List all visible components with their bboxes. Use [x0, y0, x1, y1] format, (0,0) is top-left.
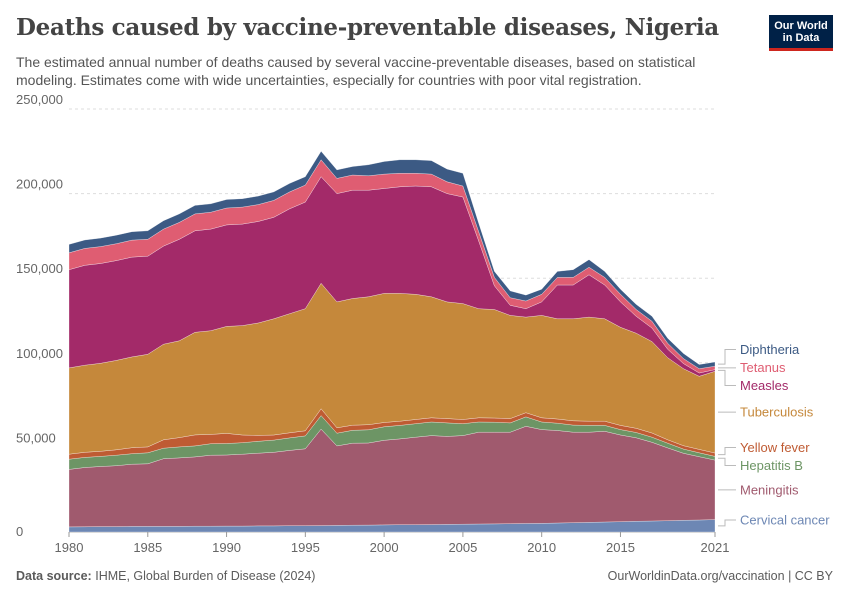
- logo-line-1: Our World: [774, 20, 828, 32]
- x-tick-label: 2015: [606, 540, 635, 555]
- x-tick-label: 1980: [55, 540, 84, 555]
- area-diphtheria[interactable]: [68, 151, 716, 369]
- legend-label-tuberculosis[interactable]: Tuberculosis: [740, 405, 814, 420]
- y-tick-label: 100,000: [16, 346, 63, 361]
- x-tick-label: 1990: [212, 540, 241, 555]
- y-axis-ticks: 0 50,000 100,000 150,000 200,000 250,000: [16, 92, 63, 539]
- x-tick-label: 2000: [370, 540, 399, 555]
- chart-subtitle: The estimated annual number of deaths ca…: [16, 54, 696, 88]
- legend[interactable]: Diphtheria Tetanus Measles Tuberculosis Yell…: [718, 342, 830, 528]
- legend-leader-line: [718, 348, 736, 365]
- x-tick-label: 1985: [133, 540, 162, 555]
- legend-label-tetanus[interactable]: Tetanus: [740, 360, 786, 375]
- owid-logo[interactable]: Our World in Data: [769, 15, 833, 51]
- legend-label-cervical-cancer[interactable]: Cervical cancer: [740, 513, 830, 528]
- area-series[interactable]: [68, 151, 716, 533]
- legend-label-measles[interactable]: Measles: [740, 378, 789, 393]
- legend-leader-line: [718, 519, 736, 527]
- legend-label-diphtheria[interactable]: Diphtheria: [740, 342, 800, 357]
- logo-line-2: in Data: [782, 32, 820, 44]
- x-tick-label: 2005: [448, 540, 477, 555]
- legend-label-hepatitis-b[interactable]: Hepatitis B: [740, 458, 803, 473]
- x-tick-label: 2021: [701, 540, 730, 555]
- legend-leader-line: [718, 457, 736, 466]
- x-tick-label: 1995: [291, 540, 320, 555]
- y-tick-label: 50,000: [16, 430, 56, 445]
- legend-leader-line: [718, 369, 736, 386]
- y-tick-label: 150,000: [16, 261, 63, 276]
- legend-label-meningitis[interactable]: Meningitis: [740, 482, 799, 497]
- y-tick-label: 250,000: [16, 92, 63, 107]
- footer-credit[interactable]: OurWorldinData.org/vaccination | CC BY: [607, 569, 833, 583]
- legend-label-yellow-fever[interactable]: Yellow fever: [740, 440, 810, 455]
- data-source-label: Data source:: [16, 569, 92, 583]
- chart-title: Deaths caused by vaccine-preventable dis…: [16, 14, 719, 41]
- y-tick-label: 0: [16, 524, 23, 539]
- x-axis-ticks: 1980 1985 1990 1995 2000 2005 2010 2015 2021: [55, 532, 730, 555]
- data-source-text[interactable]: IHME, Global Burden of Disease (2024): [95, 569, 316, 583]
- x-tick-label: 2010: [527, 540, 556, 555]
- y-tick-label: 200,000: [16, 177, 63, 192]
- data-source: Data source: IHME, Global Burden of Dise…: [16, 569, 315, 583]
- legend-leader-line: [718, 446, 736, 456]
